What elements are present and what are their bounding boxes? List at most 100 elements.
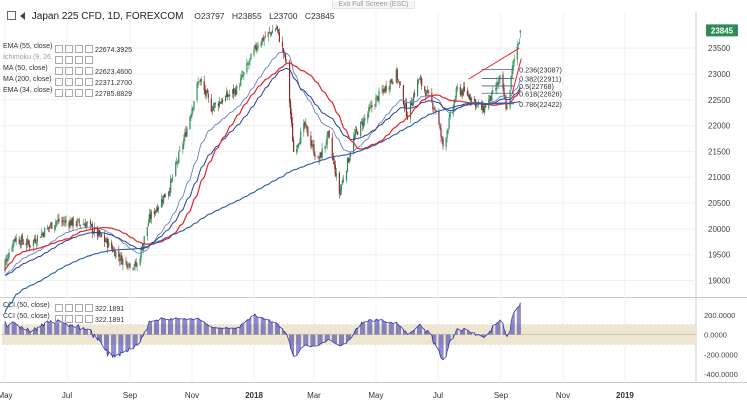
more-icon[interactable] [85, 89, 93, 97]
candle-body [72, 217, 74, 226]
settings-icon[interactable] [65, 78, 73, 86]
indicator-value: 22785.8829 [95, 91, 132, 98]
candle-body [460, 91, 462, 96]
more-icon[interactable] [85, 67, 93, 75]
eye-icon[interactable] [55, 67, 63, 75]
x-tick-Sep: Sep [494, 391, 509, 400]
arrow-left-icon[interactable] [20, 12, 25, 20]
candle-body [274, 29, 276, 31]
candle-body [176, 161, 178, 163]
close-icon[interactable] [75, 89, 83, 97]
candle-body [125, 260, 127, 262]
candle-body [170, 179, 172, 193]
candle-body [58, 218, 60, 222]
settings-icon[interactable] [65, 315, 73, 323]
candle-body [243, 71, 245, 76]
cci-legend-1[interactable]: CCI (50, close) 322.1891 [3, 301, 124, 313]
y-tick-19000: 19000 [708, 277, 731, 286]
candle-body [164, 196, 167, 198]
more-icon[interactable] [85, 304, 93, 312]
close-icon[interactable] [75, 304, 83, 312]
indicator-legend-ema55[interactable]: EMA (55, close) 22674.3925 [3, 42, 132, 54]
indicator-legend-ema34[interactable]: EMA (34, close) 22785.8829 [3, 86, 132, 98]
candle-body [297, 145, 299, 148]
indicator-name: EMA (34, close) [3, 87, 53, 94]
indicator-buttons[interactable] [55, 89, 95, 100]
more-icon[interactable] [85, 315, 93, 323]
more-icon[interactable] [85, 78, 93, 86]
exit-fullscreen-button[interactable]: Exit Full Screen (ESC) [332, 1, 415, 9]
indicator-legend-ichimoku[interactable]: Ichimoku (9, 26, 52, 26) [3, 53, 95, 64]
candle-body [466, 90, 469, 96]
candle-body [148, 213, 150, 223]
indicator-buttons[interactable] [55, 67, 95, 78]
candle-body [229, 94, 231, 97]
more-icon[interactable] [85, 56, 93, 64]
candle-body [441, 136, 443, 139]
candle-body [376, 95, 378, 97]
candle-body [254, 45, 256, 49]
indicator-legend-ma50[interactable]: MA (50, close) 22623.4600 [3, 64, 132, 76]
candle-body [482, 105, 484, 112]
close-icon[interactable] [75, 56, 83, 64]
more-icon[interactable] [85, 45, 93, 53]
eye-icon[interactable] [55, 315, 63, 323]
eye-icon[interactable] [55, 304, 63, 312]
candle-body [63, 222, 65, 224]
x-tick-2019: 2019 [616, 391, 634, 400]
candle-body [12, 240, 14, 248]
close-icon[interactable] [75, 67, 83, 75]
cci-legend-2[interactable]: CCI (50, close) 322.1891 [3, 312, 124, 324]
indicator-legend-ma200[interactable]: MA (200, close) 22371.2700 [3, 75, 132, 87]
candle-body [497, 83, 499, 85]
fib-label: 0.618(22626) [519, 89, 562, 98]
fib-label: 0.5(22768) [519, 82, 554, 91]
candle-body [419, 78, 421, 80]
settings-icon[interactable] [65, 89, 73, 97]
exit-fullscreen-banner[interactable]: Exit Full Screen (ESC) [0, 0, 747, 10]
candle-body [108, 241, 110, 248]
settings-icon[interactable] [65, 67, 73, 75]
indicator-buttons[interactable] [55, 304, 95, 315]
close-icon[interactable] [75, 78, 83, 86]
candle-body [93, 227, 96, 233]
candle-body [184, 132, 186, 139]
candle-body [459, 86, 461, 95]
close-icon[interactable] [75, 45, 83, 53]
eye-icon[interactable] [55, 45, 63, 53]
candle-body [512, 60, 514, 70]
indicator-buttons[interactable] [55, 315, 95, 326]
indicator-buttons[interactable] [55, 56, 95, 67]
eye-icon[interactable] [55, 56, 63, 64]
candle-body [51, 222, 53, 229]
candle-body [456, 86, 458, 90]
candle-body [147, 223, 149, 227]
candle-body [314, 154, 316, 157]
settings-icon[interactable] [65, 45, 73, 53]
candle-body [85, 223, 87, 228]
candle-body [126, 261, 128, 268]
settings-icon[interactable] [65, 304, 73, 312]
candle-body [270, 32, 272, 35]
eye-icon[interactable] [55, 89, 63, 97]
candle-body [27, 240, 29, 244]
close-icon[interactable] [75, 315, 83, 323]
candle-body [377, 96, 379, 101]
candle-body [128, 262, 130, 266]
candle-body [61, 221, 63, 222]
y-tick-20500: 20500 [708, 199, 731, 208]
indicator-buttons[interactable] [55, 45, 95, 56]
candle-body [498, 79, 500, 85]
candle-body [321, 148, 323, 159]
candle-body [374, 105, 376, 107]
candle-body [79, 224, 81, 226]
settings-icon[interactable] [65, 56, 73, 64]
indicator-name: EMA (55, close) [3, 43, 53, 50]
indicator-buttons[interactable] [55, 78, 95, 89]
candle-body [360, 121, 362, 137]
candle-body [388, 87, 390, 91]
collapse-icon[interactable] [7, 11, 16, 20]
eye-icon[interactable] [55, 78, 63, 86]
